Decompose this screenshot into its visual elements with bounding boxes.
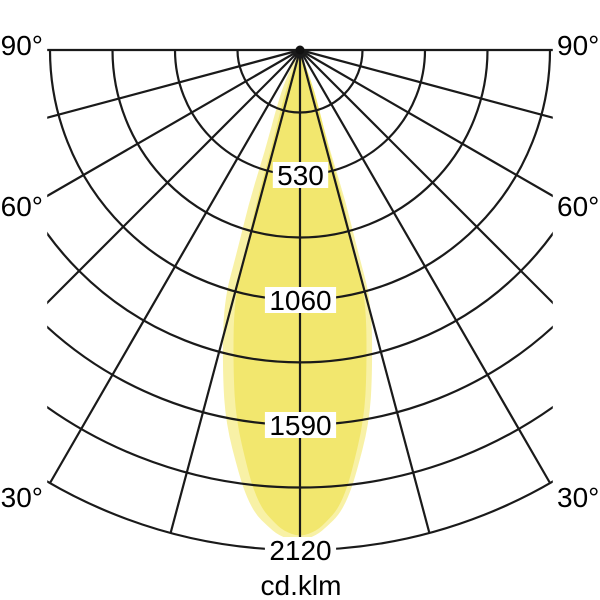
radial-tick-label: 1060 [269, 285, 331, 316]
unit-label: cd.klm [261, 570, 342, 600]
radial-tick: 1590 [264, 410, 337, 441]
polar-grid-ray [169, 49, 302, 534]
radial-tick-bg [264, 287, 337, 313]
angle-label-right-90: 90° [557, 30, 599, 61]
radial-tick-bg [264, 412, 337, 438]
angle-label-right-30: 30° [557, 482, 599, 513]
radial-tick: 2120 [264, 535, 337, 566]
radial-tick-bg [264, 537, 337, 563]
polar-grid-ray [299, 48, 553, 119]
polar-grid-ray [299, 49, 551, 484]
polar-grid-ray [47, 48, 301, 119]
radial-tick-label: 530 [277, 160, 324, 191]
radial-tick-label: 1590 [269, 410, 331, 441]
angle-labels: 90° 90° 60° 60° 30° 30° [1, 30, 600, 513]
polar-grid-ray [298, 49, 431, 534]
angle-label-left-90: 90° [1, 30, 43, 61]
radial-tick-label: 2120 [269, 535, 331, 566]
polar-grid-ray [47, 49, 301, 198]
radial-tick: 530 [272, 160, 329, 191]
radial-tick-bg [272, 162, 329, 188]
angle-label-right-60: 60° [557, 191, 599, 222]
polar-grid-ray [47, 49, 301, 305]
polar-grid-ray [299, 49, 553, 305]
polar-grid-ray [49, 49, 301, 484]
beam-origin-dot [295, 45, 305, 55]
radial-tick-labels: 530 1060 1590 2120 [264, 160, 337, 566]
angle-label-left-60: 60° [1, 191, 43, 222]
angle-label-left-30: 30° [1, 482, 43, 513]
polar-grid-ray [299, 49, 553, 198]
radial-tick: 1060 [264, 285, 337, 316]
